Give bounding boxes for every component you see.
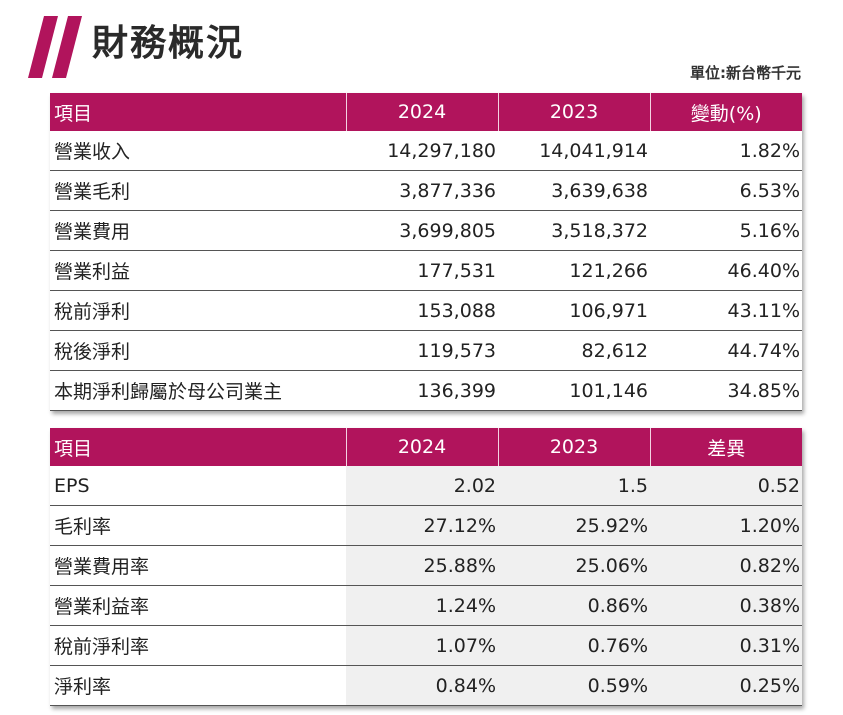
row-label: 淨利率 [50,665,346,706]
unit-label: 單位:新台幣千元 [690,64,801,82]
table-row: 本期淨利歸屬於母公司業主 136,399 101,146 34.85% [50,370,802,411]
table-cell: 136,399 [346,370,498,411]
column-header-item: 項目 [50,428,347,466]
table-cell: 5.16% [650,210,802,251]
column-header-item: 項目 [50,93,347,131]
table-row: 營業利益率 1.24% 0.86% 0.38% [50,585,802,626]
income-table: 項目 2024 2023 變動(%) 營業收入 14,297,180 14,041,… [50,93,802,411]
table-cell: 34.85% [650,370,802,411]
row-label: 營業利益率 [50,585,346,626]
column-header-2023: 2023 [498,428,651,466]
row-label: 稅前淨利率 [50,625,346,666]
table-cell: 25.88% [346,545,498,586]
table-row: 營業費用率 25.88% 25.06% 0.82% [50,545,802,586]
table-cell: 0.31% [650,625,802,666]
table-cell: 25.06% [498,545,650,586]
table-row: 稅後淨利 119,573 82,612 44.74% [50,330,802,371]
row-label: 毛利率 [50,505,346,546]
table-row: 營業利益 177,531 121,266 46.40% [50,250,802,291]
table-cell: 1.82% [650,131,802,171]
table-cell: 0.86% [498,585,650,626]
table-cell: 101,146 [498,370,650,411]
table-cell: 119,573 [346,330,498,371]
table-cell: 1.5 [498,466,650,506]
table-row: 毛利率 27.12% 25.92% 1.20% [50,505,802,546]
table-header-row: 項目 2024 2023 差異 [50,428,802,466]
row-label: 營業費用率 [50,545,346,586]
table-row: 營業收入 14,297,180 14,041,914 1.82% [50,131,802,171]
table-cell: 82,612 [498,330,650,371]
table-cell: 25.92% [498,505,650,546]
row-label: 營業費用 [50,210,346,251]
table-cell: 0.38% [650,585,802,626]
row-label: 營業毛利 [50,170,346,211]
table-cell: 0.59% [498,665,650,706]
table-cell: 1.07% [346,625,498,666]
table-cell: 1.20% [650,505,802,546]
table-row: 稅前淨利率 1.07% 0.76% 0.31% [50,625,802,666]
table-row: 營業費用 3,699,805 3,518,372 5.16% [50,210,802,251]
table-cell: 3,877,336 [346,170,498,211]
column-header-2024: 2024 [346,428,499,466]
table-cell: 14,041,914 [498,131,650,171]
table-cell: 3,518,372 [498,210,650,251]
table-cell: 27.12% [346,505,498,546]
page-title: 財務概況 [92,23,245,64]
table-cell: 3,699,805 [346,210,498,251]
table-row: 稅前淨利 153,088 106,971 43.11% [50,290,802,331]
row-label: 稅後淨利 [50,330,346,371]
column-header-2023: 2023 [498,93,651,131]
ratio-table: 項目 2024 2023 差異 EPS 2.02 1.5 0.52 毛利率 27.12% 2… [50,428,802,706]
table-cell: 0.76% [498,625,650,666]
table-cell: 177,531 [346,250,498,291]
table-row: EPS 2.02 1.5 0.52 [50,466,802,506]
table-cell: 0.82% [650,545,802,586]
table-row: 淨利率 0.84% 0.59% 0.25% [50,665,802,706]
table-cell: 6.53% [650,170,802,211]
table-cell: 46.40% [650,250,802,291]
table-cell: 43.11% [650,290,802,331]
table-cell: 0.84% [346,665,498,706]
table-cell: 106,971 [498,290,650,331]
table-row: 營業毛利 3,877,336 3,639,638 6.53% [50,170,802,211]
table-cell: 153,088 [346,290,498,331]
slanted-double-bar-icon [28,16,82,78]
table-cell: 44.74% [650,330,802,371]
row-label: EPS [50,466,346,506]
table-cell: 1.24% [346,585,498,626]
column-header-change: 變動(%) [650,93,802,131]
column-header-difference: 差異 [650,428,802,466]
table-cell: 3,639,638 [498,170,650,211]
table-cell: 0.52 [650,466,802,506]
column-header-2024: 2024 [346,93,499,131]
row-label: 本期淨利歸屬於母公司業主 [50,370,346,411]
table-cell: 2.02 [346,466,498,506]
table-cell: 121,266 [498,250,650,291]
row-label: 營業收入 [50,131,346,171]
row-label: 稅前淨利 [50,290,346,331]
table-header-row: 項目 2024 2023 變動(%) [50,93,802,131]
row-label: 營業利益 [50,250,346,291]
table-cell: 14,297,180 [346,131,498,171]
table-cell: 0.25% [650,665,802,706]
